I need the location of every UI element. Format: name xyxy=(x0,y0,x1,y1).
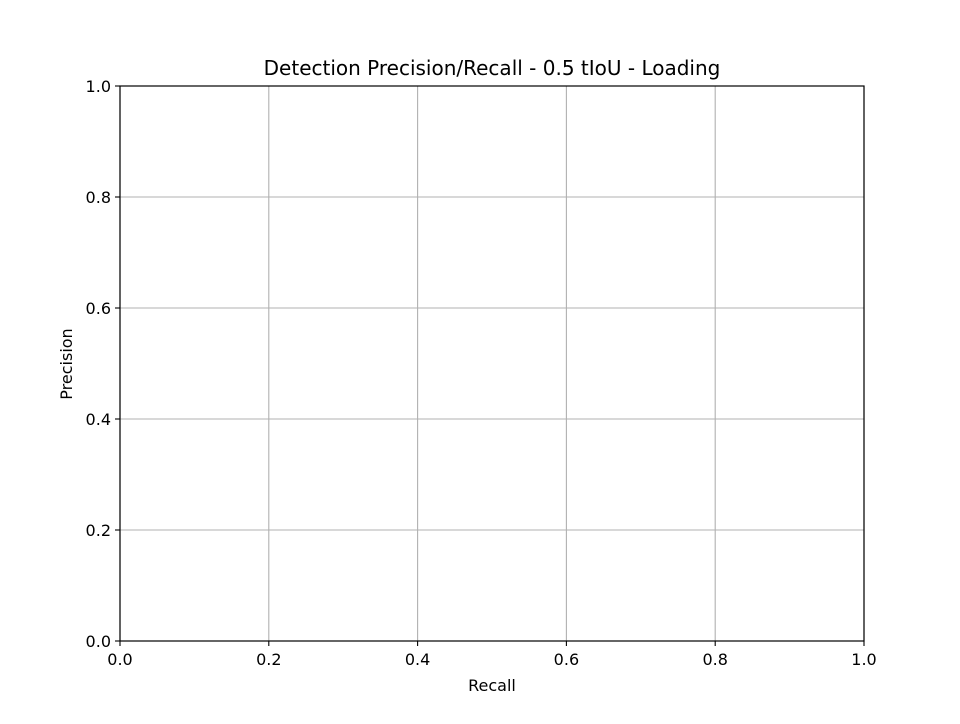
x-axis-label: Recall xyxy=(468,676,516,695)
y-tick-label: 0.2 xyxy=(86,521,111,540)
chart-title: Detection Precision/Recall - 0.5 tIoU - … xyxy=(264,56,721,80)
y-axis-label: Precision xyxy=(57,328,76,399)
y-axis-ticks: 0.0 0.2 0.4 0.6 0.8 1.0 xyxy=(86,77,120,651)
x-tick-label: 0.6 xyxy=(554,650,579,669)
x-axis-ticks: 0.0 0.2 0.4 0.6 0.8 1.0 xyxy=(107,641,877,669)
y-tick-label: 0.6 xyxy=(86,299,111,318)
y-tick-label: 0.4 xyxy=(86,410,111,429)
x-tick-label: 1.0 xyxy=(851,650,876,669)
y-tick-label: 1.0 xyxy=(86,77,111,96)
plot-frame xyxy=(119,85,865,642)
x-tick-label: 0.0 xyxy=(107,650,132,669)
x-tick-label: 0.4 xyxy=(405,650,430,669)
y-tick-label: 0.0 xyxy=(86,632,111,651)
y-tick-label: 0.8 xyxy=(86,188,111,207)
x-tick-label: 0.8 xyxy=(702,650,727,669)
x-tick-label: 0.2 xyxy=(256,650,281,669)
